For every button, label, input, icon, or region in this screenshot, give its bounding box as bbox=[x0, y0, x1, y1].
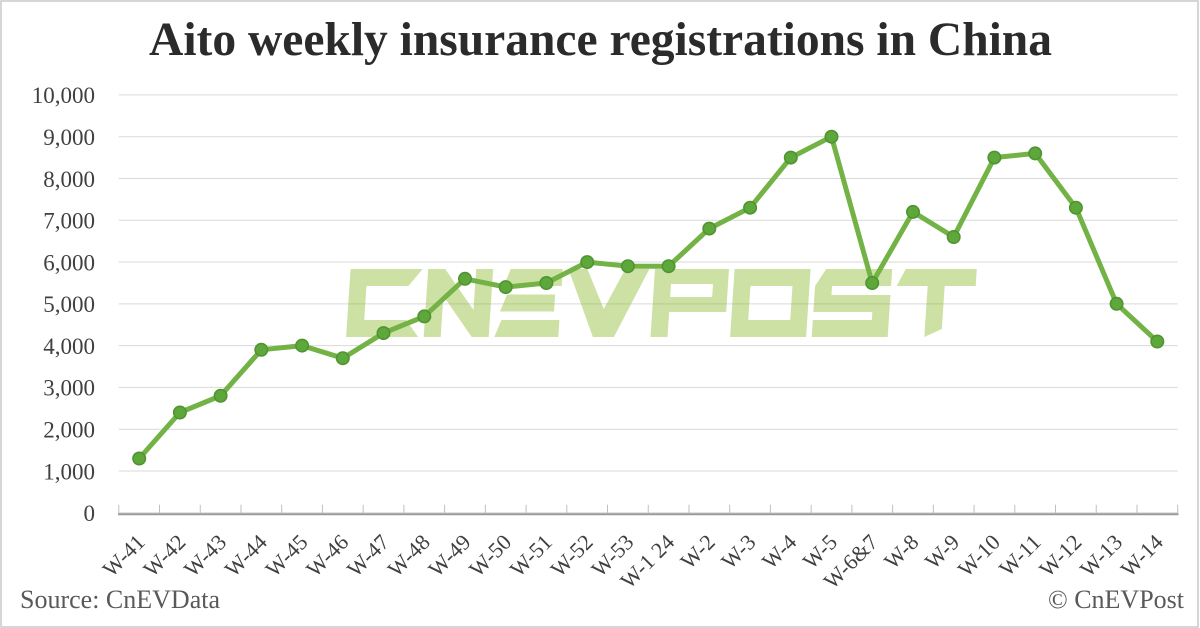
x-category-label: W-45 bbox=[260, 529, 312, 581]
x-category-label: W-2 bbox=[675, 529, 719, 573]
series-line bbox=[136, 134, 1160, 461]
watermark-letter bbox=[811, 269, 893, 337]
y-axis-labels: 0 1,000 2,000 3,000 4,000 5,000 6,000 7,000 8,00… bbox=[32, 83, 95, 526]
data-point-marker bbox=[905, 204, 920, 219]
data-point-marker bbox=[743, 200, 758, 215]
data-point-marker bbox=[946, 230, 961, 245]
x-category-label: W-49 bbox=[423, 529, 475, 581]
y-tick-label: 0 bbox=[84, 501, 96, 526]
data-point-marker bbox=[457, 271, 472, 286]
data-point-marker bbox=[865, 275, 880, 290]
y-tick-label: 3,000 bbox=[43, 376, 95, 401]
x-axis bbox=[118, 504, 1179, 516]
x-category-label: W-14 bbox=[1116, 529, 1168, 581]
data-point-marker bbox=[1028, 146, 1043, 161]
x-category-label: W-51 bbox=[505, 529, 557, 581]
x-category-label: W-44 bbox=[220, 529, 272, 581]
data-point-marker bbox=[335, 351, 350, 366]
data-point-marker bbox=[376, 326, 391, 341]
watermark-letter bbox=[896, 269, 977, 337]
x-category-label: W-52 bbox=[545, 529, 597, 581]
data-point-marker bbox=[824, 129, 839, 144]
watermark-letter bbox=[346, 269, 423, 337]
data-point-marker bbox=[702, 221, 717, 236]
x-category-label: W-13 bbox=[1075, 529, 1127, 581]
x-category-label: W-12 bbox=[1034, 529, 1086, 581]
x-category-label: W-43 bbox=[179, 529, 231, 581]
x-category-label: W-42 bbox=[138, 529, 190, 581]
y-tick-label: 8,000 bbox=[43, 167, 95, 192]
watermark-letter bbox=[568, 269, 650, 337]
x-category-label: W-4 bbox=[757, 529, 801, 573]
x-category-label: W-47 bbox=[342, 529, 394, 581]
y-tick-label: 2,000 bbox=[43, 418, 95, 443]
x-category-label: W-11 bbox=[994, 529, 1046, 581]
data-point-marker bbox=[1068, 200, 1083, 215]
data-point-marker bbox=[580, 255, 595, 270]
x-category-label: W-46 bbox=[301, 529, 353, 581]
watermark-letter bbox=[730, 269, 811, 337]
data-point-marker bbox=[254, 342, 269, 357]
data-point-marker bbox=[783, 150, 798, 165]
watermark-letter bbox=[650, 269, 729, 337]
y-tick-label: 5,000 bbox=[43, 292, 95, 317]
data-point-marker bbox=[987, 150, 1002, 165]
data-point-marker bbox=[620, 259, 635, 274]
x-category-label: W-8 bbox=[879, 529, 923, 573]
y-tick-label: 6,000 bbox=[43, 250, 95, 275]
data-point-marker bbox=[172, 405, 187, 420]
data-point-marker bbox=[295, 338, 310, 353]
x-category-label: W-41 bbox=[97, 529, 149, 581]
x-axis-labels: W-41W-42W-43W-44W-45W-46W-47W-48W-49W-50… bbox=[97, 529, 1167, 593]
x-category-label: W-3 bbox=[716, 529, 760, 573]
x-category-label: W-50 bbox=[464, 529, 516, 581]
data-point-marker bbox=[417, 309, 432, 324]
data-point-marker bbox=[132, 451, 147, 466]
x-category-label: W-48 bbox=[383, 529, 435, 581]
data-point-marker bbox=[661, 259, 676, 274]
chart-title: Aito weekly insurance registrations in C… bbox=[149, 14, 1052, 66]
x-category-label: W-10 bbox=[953, 529, 1005, 581]
footer-copyright-label: © CnEVPost bbox=[1048, 585, 1185, 614]
y-tick-label: 1,000 bbox=[43, 459, 95, 484]
y-tick-label: 9,000 bbox=[43, 125, 95, 150]
data-point-marker bbox=[498, 280, 513, 295]
data-series bbox=[132, 129, 1165, 466]
watermark-text bbox=[346, 269, 977, 337]
data-point-marker bbox=[1150, 334, 1165, 349]
y-tick-label: 10,000 bbox=[32, 83, 95, 108]
y-tick-label: 4,000 bbox=[43, 334, 95, 359]
y-tick-label: 7,000 bbox=[43, 209, 95, 234]
data-point-marker bbox=[213, 388, 228, 403]
data-point-marker bbox=[539, 275, 554, 290]
data-point-marker bbox=[1109, 296, 1124, 311]
watermark-letter bbox=[423, 269, 494, 337]
footer-source-label: Source: CnEVData bbox=[20, 585, 220, 614]
